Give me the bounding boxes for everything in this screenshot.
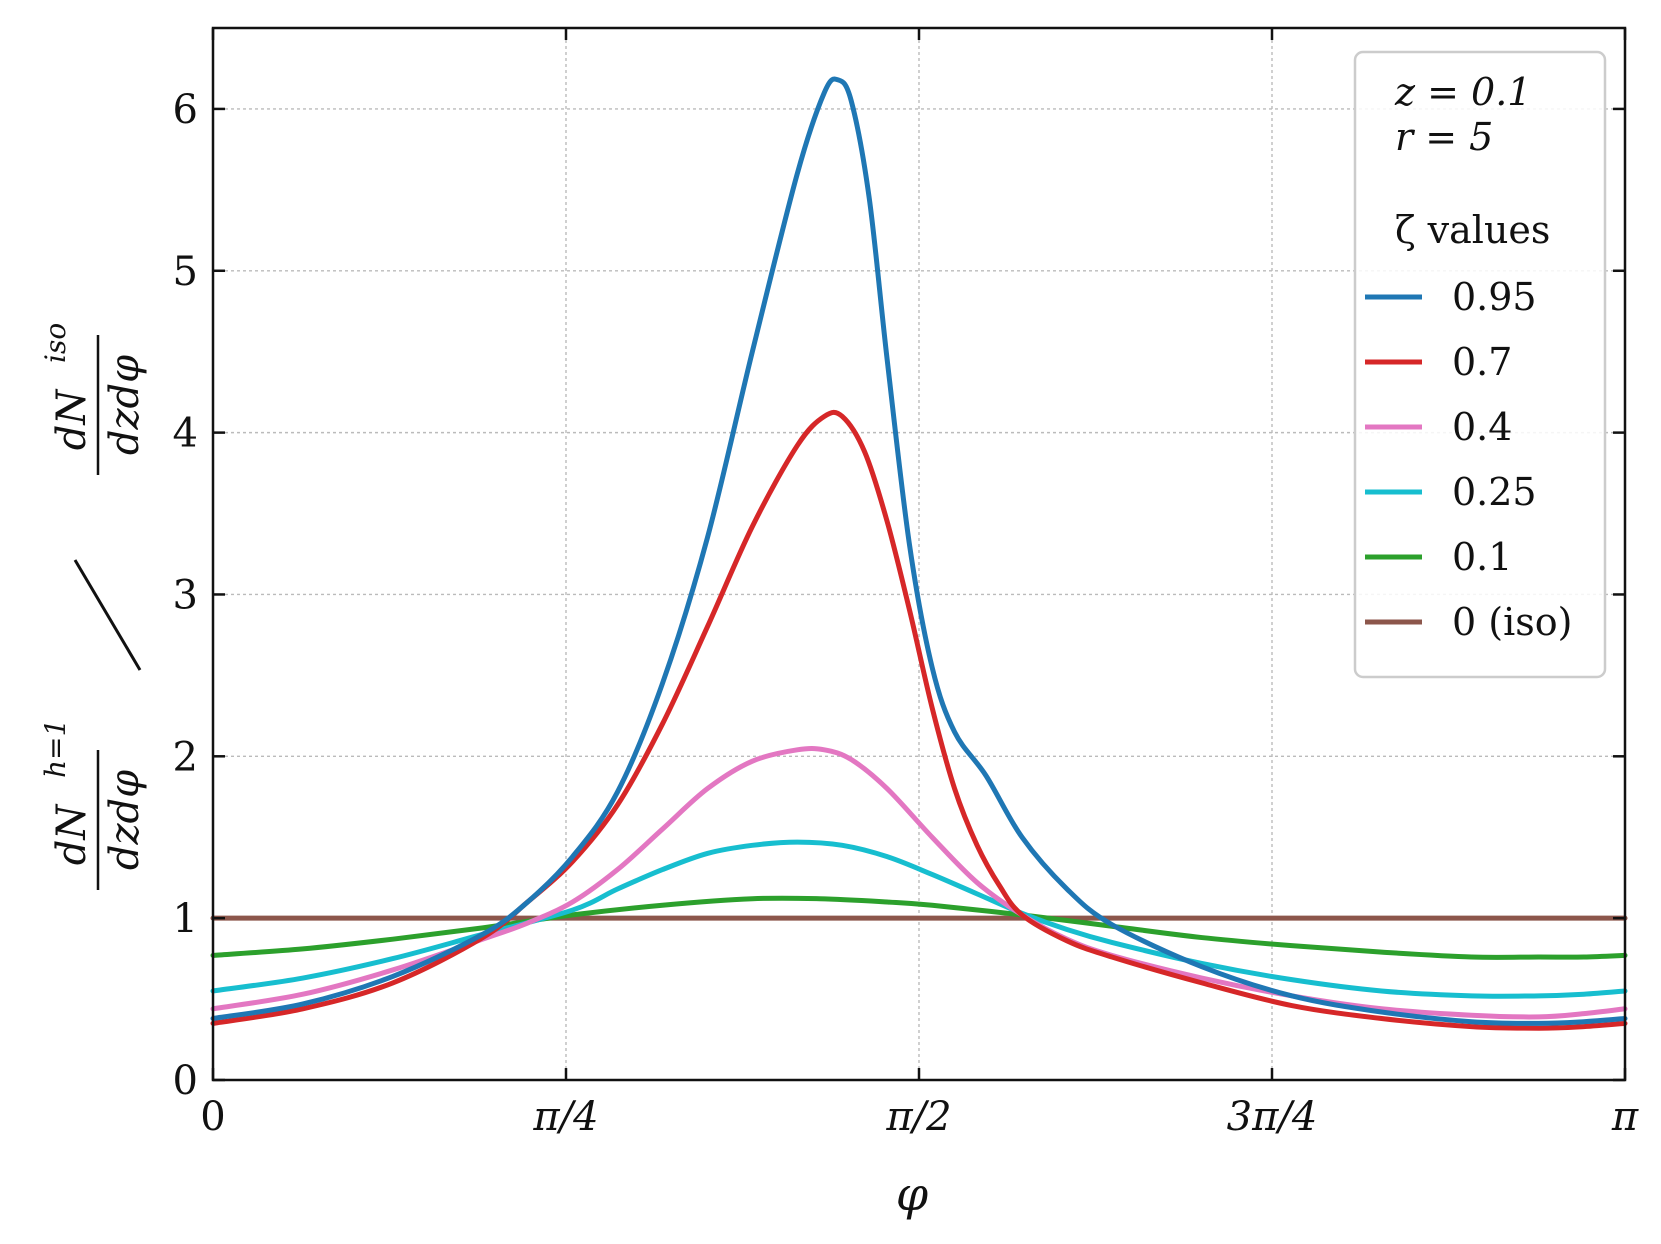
- y-tick-label: 0: [173, 1058, 198, 1104]
- y-label-den-top: dN: [49, 388, 95, 451]
- ticks: [211, 28, 1627, 1082]
- y-label-den-sup: iso: [39, 323, 72, 363]
- legend-param-z: z = 0.1: [1394, 70, 1531, 114]
- y-tick-label: 1: [173, 896, 198, 942]
- y-label-den-bottom: dzdφ: [102, 355, 148, 455]
- series-line-0.4: [210, 746, 1628, 1020]
- x-tick-label: 0: [200, 1094, 225, 1140]
- y-label-slash: [73, 559, 142, 671]
- y-label-fraction-h1: dN h=1 dzdφ: [39, 719, 148, 890]
- x-tick-label: π/2: [885, 1094, 951, 1140]
- legend-entries: 0.95 0.7 0.4 0.25 0.1 0 (iso): [1365, 275, 1572, 644]
- legend-label: 0.7: [1452, 340, 1512, 384]
- legend-box: [1353, 50, 1607, 679]
- y-label-fraction-iso: dN iso dzdφ: [39, 323, 148, 475]
- x-tick-label: π/4: [532, 1094, 598, 1140]
- y-tick-label: 4: [173, 411, 198, 457]
- legend-label: 0.4: [1452, 405, 1512, 449]
- y-tick-label: 2: [173, 734, 198, 780]
- y-tick-label: 6: [173, 87, 198, 133]
- x-tick-label: 3π/4: [1227, 1094, 1318, 1140]
- y-tick-label: 3: [173, 572, 198, 618]
- legend: z = 0.1 r = 5 ζ values 0.95 0.7 0.4 0.25 0.1…: [1353, 50, 1607, 679]
- y-label-num-bottom: dzdφ: [102, 770, 148, 870]
- legend-param-r: r = 5: [1395, 115, 1493, 159]
- x-axis-label: φ: [896, 1167, 929, 1221]
- y-label-num-top: dN: [49, 803, 95, 866]
- legend-label: 0 (iso): [1452, 600, 1572, 644]
- legend-label: 0.25: [1452, 470, 1537, 514]
- y-label-num-sup: h=1: [39, 719, 72, 778]
- y-axis-label: dN h=1 dzdφ dN iso dzdφ: [39, 323, 148, 890]
- series-line-0.95: [210, 76, 1628, 1026]
- legend-title: ζ values: [1395, 208, 1550, 252]
- y-tick-label: 5: [173, 249, 198, 295]
- series-line-0.1: [210, 895, 1628, 960]
- legend-label: 0.95: [1452, 275, 1537, 319]
- legend-label: 0.1: [1452, 535, 1512, 579]
- x-tick-label: π: [1611, 1094, 1639, 1140]
- series-layer: [210, 76, 1628, 1031]
- tick-labels: 0 π/4 π/2 3π/4 π 0 1 2 3 4 5 6: [173, 87, 1639, 1140]
